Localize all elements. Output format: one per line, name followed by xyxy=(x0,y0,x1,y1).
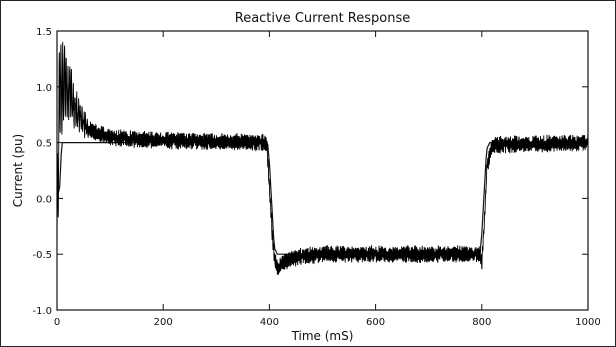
y-tick-label: 1.5 xyxy=(36,27,52,38)
y-axis-label: Current (pu) xyxy=(11,134,25,207)
y-tick-label: -0.5 xyxy=(32,250,52,261)
chart-title: Reactive Current Response xyxy=(235,11,411,26)
x-tick-label: 400 xyxy=(260,317,279,328)
series-measured-line xyxy=(57,41,588,275)
x-axis-label: Time (mS) xyxy=(291,329,354,343)
y-tick-label: 0.0 xyxy=(36,194,52,205)
x-tick-label: 0 xyxy=(54,317,60,328)
x-tick-label: 800 xyxy=(472,317,491,328)
x-tick-label: 1000 xyxy=(575,317,600,328)
series-lines xyxy=(57,41,588,275)
x-tick-label: 600 xyxy=(366,317,385,328)
y-tick-label: 0.5 xyxy=(36,139,52,150)
y-tick-label: -1.0 xyxy=(32,306,52,317)
x-tick-label: 200 xyxy=(154,317,173,328)
y-tick-label: 1.0 xyxy=(36,83,52,94)
axis-ticks: 0 200 400 600 800 1000 -1.0 -0.5 0.0 0.5 1.0 1.5 xyxy=(32,27,600,328)
series-reference-line xyxy=(57,142,588,255)
